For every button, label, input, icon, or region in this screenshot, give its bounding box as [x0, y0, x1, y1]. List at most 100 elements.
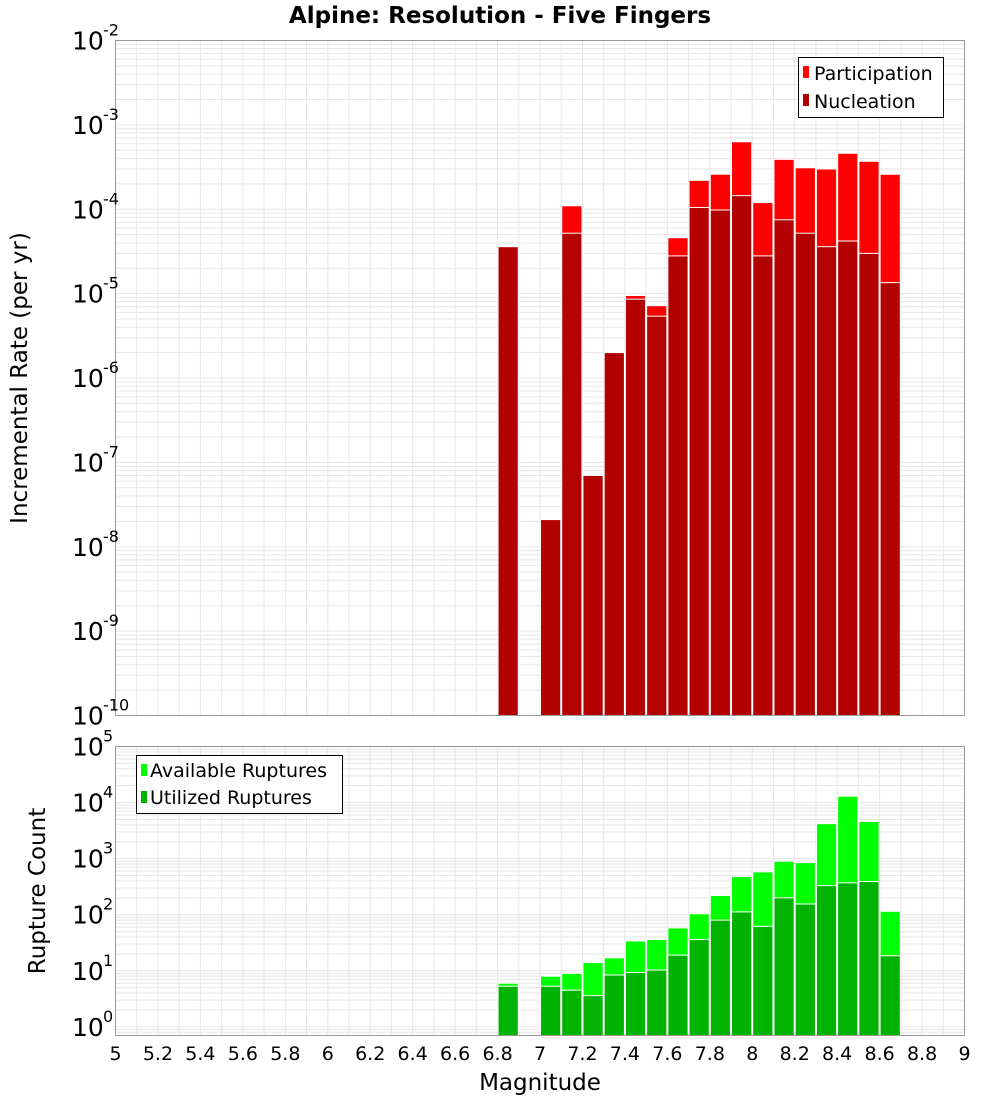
- rate-y-tick-base: 10: [72, 702, 104, 731]
- rate-legend: Participation Nucleation: [798, 57, 944, 118]
- rate-y-tick-exponent: -5: [103, 274, 119, 293]
- rupture-bar-utilized-ruptures: [815, 885, 838, 1037]
- rate-y-tick: 10 -10: [72, 696, 129, 731]
- rate-bar-nucleation: [815, 246, 838, 716]
- rate-bar-nucleation: [667, 255, 689, 717]
- rate-legend-box: [798, 57, 944, 118]
- x-axis-label: Magnitude: [479, 1070, 601, 1096]
- rupture-bar-utilized-ruptures: [709, 919, 732, 1036]
- x-tick-label: 7.8: [695, 1043, 725, 1065]
- rupture-y-tick-exponent: 4: [103, 783, 113, 802]
- x-tick-label: 7.2: [567, 1043, 597, 1065]
- x-tick-label: 5.2: [143, 1043, 173, 1065]
- x-tick-label: 5.8: [270, 1043, 300, 1065]
- rupture-bar-utilized-ruptures: [773, 897, 795, 1036]
- rate-bar-nucleation: [540, 519, 562, 716]
- rate-y-tick-exponent: -6: [103, 358, 119, 377]
- x-tick-label: 8.8: [907, 1043, 937, 1065]
- rate-plot-frame: [115, 40, 965, 716]
- legend-available-ruptures: Available Ruptures: [150, 760, 327, 782]
- rupture-y-tick-exponent: 2: [103, 895, 113, 914]
- rate-bar-nucleation: [858, 252, 880, 716]
- rupture-y-tick: 10 0: [72, 1007, 113, 1042]
- rupture-y-tick: 10 4: [72, 783, 113, 818]
- rupture-bar-utilized-ruptures: [731, 911, 753, 1037]
- rupture-y-tick-base: 10: [72, 789, 104, 818]
- rupture-y-tick-base: 10: [72, 845, 104, 874]
- rupture-bar-utilized-ruptures: [879, 955, 901, 1037]
- rate-y-tick-base: 10: [72, 27, 104, 56]
- rupture-y-tick-exponent: 5: [103, 727, 113, 746]
- rate-y-tick-exponent: -9: [103, 611, 119, 630]
- rupture-legend-box: [136, 755, 343, 814]
- rate-y-tick-exponent: -8: [103, 527, 119, 546]
- rate-y-tick-base: 10: [72, 195, 104, 224]
- rupture-bar-utilized-ruptures: [858, 881, 880, 1036]
- rate-y-tick-base: 10: [72, 280, 104, 309]
- x-tick-label: 5.6: [228, 1043, 258, 1065]
- rupture-legend: Available Ruptures Utilized Ruptures: [136, 755, 343, 814]
- x-tick-label: 8.4: [822, 1043, 852, 1065]
- x-tick-label: 7.4: [610, 1043, 640, 1065]
- rate-bar-nucleation: [624, 298, 647, 716]
- rate-y-tick-exponent: -7: [103, 442, 119, 461]
- x-tick-label: 9: [958, 1043, 970, 1065]
- rupture-bars: [497, 795, 901, 1037]
- rate-y-tick-base: 10: [72, 617, 104, 646]
- rate-y-tick: 10 -2: [72, 21, 119, 56]
- rate-bar-nucleation: [561, 232, 583, 716]
- rupture-y-tick-exponent: 1: [103, 951, 113, 970]
- rate-y-tick-exponent: -10: [103, 696, 129, 715]
- rate-y-tick-exponent: -4: [103, 189, 119, 208]
- rate-y-tick-base: 10: [72, 111, 104, 140]
- rate-bar-nucleation: [603, 352, 625, 716]
- rate-y-tick: 10 -5: [72, 274, 119, 309]
- x-tick-label: 8.2: [780, 1043, 810, 1065]
- x-tick-label: 7: [534, 1043, 546, 1065]
- x-tick-label: 5: [109, 1043, 121, 1065]
- rupture-bar-utilized-ruptures: [561, 989, 583, 1037]
- rupture-bar-utilized-ruptures: [603, 974, 625, 1036]
- nucleation-swatch: [803, 94, 809, 106]
- x-tick-label: 6.8: [482, 1043, 512, 1065]
- rate-bar-nucleation: [731, 195, 753, 716]
- participation-swatch: [803, 66, 809, 78]
- rate-bar-nucleation: [709, 209, 732, 716]
- rate-y-tick: 10 -9: [72, 611, 119, 646]
- rate-y-tick: 10 -4: [72, 189, 119, 224]
- x-tick-label: 7.6: [652, 1043, 682, 1065]
- legend-participation: Participation: [814, 63, 933, 85]
- rupture-y-tick: 10 3: [72, 839, 113, 874]
- utilized-swatch: [141, 791, 147, 803]
- x-tick-label: 5.4: [185, 1043, 215, 1065]
- rate-y-tick-base: 10: [72, 448, 104, 477]
- legend-nucleation: Nucleation: [814, 91, 916, 113]
- rupture-bar-utilized-ruptures: [688, 939, 710, 1037]
- rate-bar-nucleation: [837, 240, 859, 717]
- rate-bar-nucleation: [646, 315, 668, 716]
- rate-bar-nucleation: [688, 206, 710, 716]
- x-tick-label: 6.6: [440, 1043, 470, 1065]
- rupture-y-tick-base: 10: [72, 1013, 104, 1042]
- x-tick-label: 8: [746, 1043, 758, 1065]
- rate-y-tick: 10 -3: [72, 105, 119, 140]
- rate-bar-nucleation: [582, 474, 604, 716]
- available-swatch: [141, 764, 147, 776]
- x-ticks: 5 5.2 5.4 5.6 5.8 6 6.2 6.4 6.6 6.8 7 7.2 7.4 7.6 7.8 8…: [109, 1043, 970, 1065]
- rupture-bar-utilized-ruptures: [540, 985, 562, 1036]
- rupture-bar-utilized-ruptures: [667, 954, 689, 1036]
- x-tick-label: 8.6: [864, 1043, 894, 1065]
- rate-y-tick: 10 -7: [72, 442, 119, 477]
- rupture-bar-utilized-ruptures: [582, 995, 604, 1036]
- rate-y-tick-exponent: -3: [103, 105, 119, 124]
- x-tick-label: 6: [322, 1043, 334, 1065]
- rate-y-tick: 10 -6: [72, 358, 119, 393]
- rupture-bar-utilized-ruptures: [837, 882, 859, 1036]
- rupture-bar-utilized-ruptures: [752, 925, 774, 1037]
- rate-y-tick-exponent: -2: [103, 21, 119, 40]
